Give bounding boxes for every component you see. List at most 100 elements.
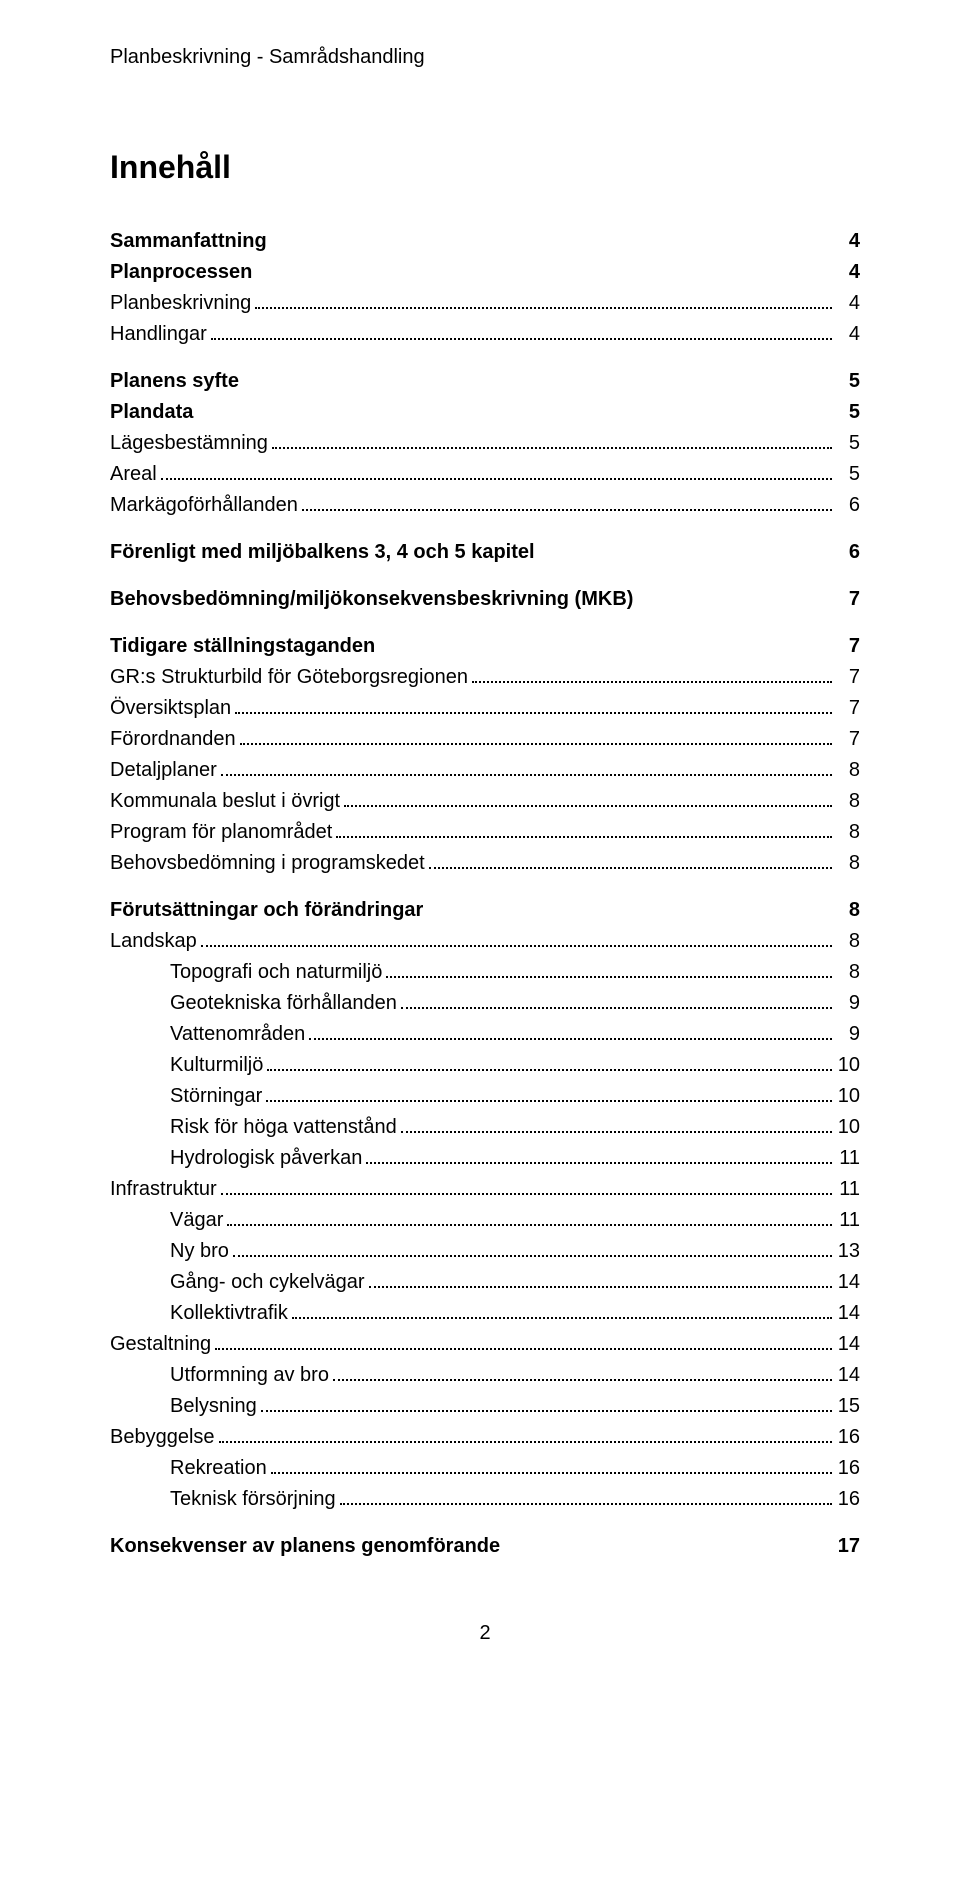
toc-entry-label: Detaljplaner: [110, 755, 217, 786]
toc-leader: [309, 1022, 832, 1040]
toc-entry: Behovsbedömning/miljökonsekvensbeskrivni…: [110, 584, 860, 615]
toc-entry-label: Kollektivtrafik: [170, 1298, 288, 1329]
toc-leader: [539, 540, 832, 558]
toc-entry-page: 14: [836, 1267, 860, 1298]
toc-leader: [255, 291, 832, 309]
toc-leader: [366, 1146, 832, 1164]
toc-entry-page: 8: [836, 848, 860, 879]
toc-leader: [240, 727, 832, 745]
toc-entry: Gång- och cykelvägar14: [110, 1267, 860, 1298]
toc-entry: Teknisk försörjning16: [110, 1484, 860, 1515]
toc-leader: [256, 260, 832, 278]
toc-entry-page: 4: [836, 288, 860, 319]
toc-entry-page: 8: [836, 786, 860, 817]
toc-entry-page: 7: [836, 584, 860, 615]
toc-entry-label: Topografi och naturmiljö: [170, 957, 382, 988]
toc-entry: Topografi och naturmiljö 8: [110, 957, 860, 988]
toc-entry-page: 7: [836, 662, 860, 693]
toc-entry-label: Infrastruktur: [110, 1174, 217, 1205]
toc-entry-page: 11: [836, 1143, 860, 1174]
toc-leader: [302, 493, 832, 511]
toc-entry-label: Program för planområdet: [110, 817, 332, 848]
toc-entry-page: 6: [836, 537, 860, 568]
toc-entry-page: 10: [836, 1112, 860, 1143]
toc-entry: Handlingar 4: [110, 319, 860, 350]
toc-entry: Förutsättningar och förändringar8: [110, 895, 860, 926]
toc-entry-label: GR:s Strukturbild för Göteborgsregionen: [110, 662, 468, 693]
toc-entry-label: Rekreation: [170, 1453, 267, 1484]
toc-entry-label: Förordnanden: [110, 724, 236, 755]
toc-leader: [637, 587, 832, 605]
toc-entry: Förordnanden7: [110, 724, 860, 755]
toc-entry: Konsekvenser av planens genomförande17: [110, 1531, 860, 1562]
toc-entry: Risk för höga vattenstånd10: [110, 1112, 860, 1143]
toc-entry-page: 14: [836, 1298, 860, 1329]
page-number: 2: [110, 1622, 860, 1645]
toc-entry: Kommunala beslut i övrigt8: [110, 786, 860, 817]
table-of-contents: Sammanfattning4Planprocessen4Planbeskriv…: [110, 226, 860, 1562]
toc-entry: Infrastruktur 11: [110, 1174, 860, 1205]
toc-entry-label: Behovsbedömning i programskedet: [110, 848, 425, 879]
running-header: Planbeskrivning - Samrådshandling: [110, 46, 860, 69]
toc-entry-page: 17: [836, 1531, 860, 1562]
toc-leader: [221, 758, 832, 776]
toc-entry-page: 4: [836, 319, 860, 350]
toc-entry-page: 13: [836, 1236, 860, 1267]
toc-entry: Detaljplaner 8: [110, 755, 860, 786]
toc-leader: [427, 898, 832, 916]
toc-entry-page: 11: [836, 1174, 860, 1205]
toc-leader: [219, 1425, 832, 1443]
toc-leader: [266, 1084, 832, 1102]
toc-entry-page: 7: [836, 693, 860, 724]
toc-entry-label: Planbeskrivning: [110, 288, 251, 319]
toc-entry-label: Ny bro: [170, 1236, 229, 1267]
toc-entry-page: 8: [836, 957, 860, 988]
toc-entry-label: Behovsbedömning/miljökonsekvensbeskrivni…: [110, 584, 633, 615]
toc-leader: [243, 369, 832, 387]
toc-entry: Rekreation16: [110, 1453, 860, 1484]
toc-entry-label: Gestaltning: [110, 1329, 211, 1360]
toc-entry: Översiktsplan 7: [110, 693, 860, 724]
toc-leader: [379, 634, 832, 652]
toc-leader: [344, 789, 832, 807]
toc-leader: [271, 1456, 832, 1474]
toc-entry: Geotekniska förhållanden9: [110, 988, 860, 1019]
toc-leader: [369, 1270, 832, 1288]
toc-entry: Ny bro 13: [110, 1236, 860, 1267]
toc-entry-page: 14: [836, 1329, 860, 1360]
toc-entry-page: 10: [836, 1081, 860, 1112]
toc-entry: Planprocessen4: [110, 257, 860, 288]
toc-entry: Utformning av bro14: [110, 1360, 860, 1391]
toc-entry-label: Planens syfte: [110, 366, 239, 397]
toc-entry-label: Förenligt med miljöbalkens 3, 4 och 5 ka…: [110, 537, 535, 568]
toc-entry-page: 9: [836, 988, 860, 1019]
toc-entry-page: 5: [836, 397, 860, 428]
toc-entry-label: Handlingar: [110, 319, 207, 350]
toc-entry: Lägesbestämning 5: [110, 428, 860, 459]
toc-entry-label: Lägesbestämning: [110, 428, 268, 459]
toc-leader: [386, 960, 832, 978]
toc-entry-page: 14: [836, 1360, 860, 1391]
toc-entry: Landskap8: [110, 926, 860, 957]
toc-entry: Kulturmiljö10: [110, 1050, 860, 1081]
toc-leader: [429, 851, 832, 869]
toc-entry-page: 5: [836, 428, 860, 459]
toc-entry: Areal5: [110, 459, 860, 490]
toc-leader: [504, 1534, 832, 1552]
toc-entry-label: Landskap: [110, 926, 197, 957]
toc-entry-label: Tidigare ställningstaganden: [110, 631, 375, 662]
toc-entry-page: 16: [836, 1422, 860, 1453]
toc-entry-label: Sammanfattning: [110, 226, 267, 257]
toc-entry: Gestaltning 14: [110, 1329, 860, 1360]
toc-entry: Plandata5: [110, 397, 860, 428]
toc-leader: [472, 665, 832, 683]
toc-entry-page: 4: [836, 257, 860, 288]
toc-entry-label: Översiktsplan: [110, 693, 231, 724]
toc-entry-page: 8: [836, 755, 860, 786]
toc-leader: [401, 991, 832, 1009]
toc-leader: [271, 229, 832, 247]
toc-leader: [235, 696, 832, 714]
toc-entry: Program för planområdet8: [110, 817, 860, 848]
toc-entry: Bebyggelse16: [110, 1422, 860, 1453]
toc-leader: [267, 1053, 832, 1071]
